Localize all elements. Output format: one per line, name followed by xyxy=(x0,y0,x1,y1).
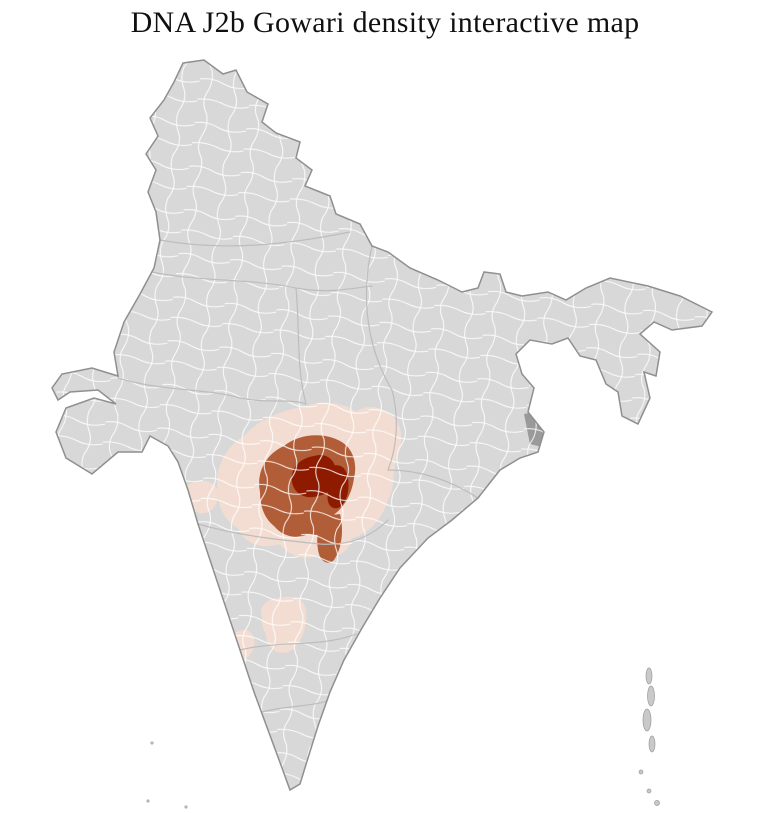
page-title: DNA J2b Gowari density interactive map xyxy=(130,6,640,39)
andaman-nicobar-islands[interactable] xyxy=(638,667,660,806)
lakshadweep-islands xyxy=(146,741,188,809)
